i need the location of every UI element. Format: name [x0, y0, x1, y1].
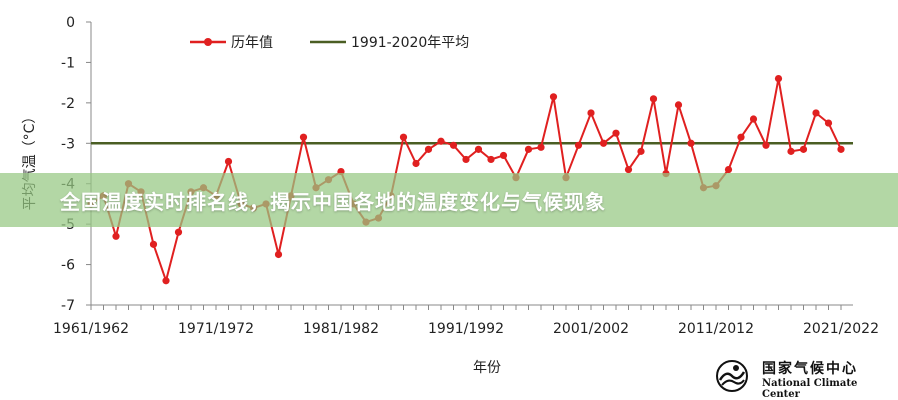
data-point	[412, 159, 420, 168]
data-point	[612, 129, 620, 137]
logo-name-cn: 国家气候中心	[762, 361, 858, 377]
data-point	[524, 145, 533, 153]
data-point	[762, 141, 770, 149]
x-tick-label: 1961/1962	[53, 321, 129, 337]
data-point	[162, 277, 170, 285]
data-point	[499, 151, 508, 160]
data-point	[824, 119, 833, 127]
x-tick-label: 1991/1992	[428, 321, 504, 337]
x-tick-label: 2011/2012	[678, 321, 754, 337]
data-point	[724, 165, 733, 174]
data-point	[624, 165, 633, 174]
data-point	[749, 115, 758, 123]
data-point	[224, 157, 233, 166]
legend-label-annual: 历年值	[231, 35, 273, 51]
headline-banner: 全国温度实时排名线，揭示中国各地的温度变化与气候现象	[0, 173, 898, 227]
data-point	[424, 145, 433, 153]
y-tick-label: 0	[66, 15, 75, 31]
x-tick-label: 2001/2002	[553, 321, 629, 337]
data-point	[399, 133, 408, 141]
legend-label-mean: 1991-2020年平均	[351, 35, 469, 51]
data-point	[774, 75, 783, 83]
data-point	[549, 93, 558, 101]
data-point	[487, 155, 495, 164]
data-point	[537, 143, 545, 151]
data-point	[674, 101, 683, 109]
y-tick-label: -6	[61, 258, 75, 274]
y-tick-label: -1	[61, 55, 75, 71]
data-point	[174, 228, 183, 236]
data-point	[437, 137, 445, 145]
x-tick-label: 1971/1972	[178, 321, 254, 337]
ncc-emblem-icon	[716, 360, 748, 392]
x-tick-label: 1981/1982	[303, 321, 379, 337]
y-tick-label: -3	[61, 136, 75, 152]
data-point	[649, 95, 658, 103]
data-point	[587, 109, 595, 117]
data-point	[812, 109, 820, 117]
ncc-logo: 国家气候中心 National Climate Center	[706, 356, 891, 400]
data-point	[787, 147, 795, 155]
y-tick-label: -7	[61, 298, 75, 314]
data-point	[687, 139, 695, 147]
legend-marker-annual	[204, 38, 212, 46]
logo-name-en: National Climate Center	[762, 378, 858, 400]
data-point	[462, 155, 470, 164]
data-point	[449, 141, 458, 149]
x-tick-label: 2021/2022	[803, 321, 879, 337]
data-point	[837, 145, 845, 153]
data-point	[599, 139, 608, 147]
data-point	[474, 145, 483, 153]
x-axis-title: 年份	[473, 360, 501, 376]
y-tick-label: -2	[61, 96, 75, 112]
data-point	[637, 147, 645, 155]
data-point	[274, 250, 283, 259]
data-point	[799, 145, 808, 153]
legend: 历年值 1991-2020年平均	[190, 35, 469, 51]
data-point	[149, 240, 158, 248]
headline-text: 全国温度实时排名线，揭示中国各地的温度变化与气候现象	[60, 189, 606, 214]
data-point	[737, 133, 745, 141]
data-point	[299, 133, 308, 141]
data-point	[112, 232, 120, 240]
data-point	[574, 141, 583, 149]
